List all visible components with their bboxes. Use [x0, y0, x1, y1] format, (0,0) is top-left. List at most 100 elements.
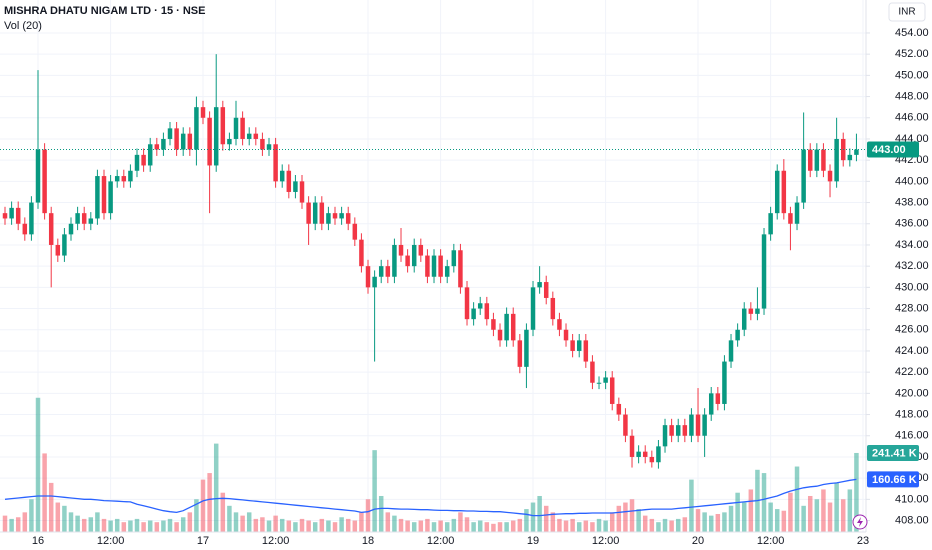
candle-body [557, 319, 562, 330]
candle-body [365, 266, 371, 288]
candle-body [524, 329, 529, 367]
volume-bar [788, 492, 793, 532]
candle-body [821, 149, 826, 171]
volume-bar [345, 518, 351, 532]
volume-ma-line [4, 478, 857, 517]
volume-bar [279, 518, 285, 532]
candle-body [504, 313, 509, 341]
volume-bar [451, 518, 457, 532]
volume-bar [563, 520, 569, 532]
y-tick-label: 434.00 [895, 239, 929, 251]
volume-bar [405, 520, 410, 532]
candle-body [378, 266, 384, 277]
volume-bar [662, 518, 668, 532]
y-tick-label: 430.00 [895, 281, 929, 293]
volume-bar [807, 495, 813, 532]
volume-bar [814, 499, 820, 532]
volume-bar [332, 522, 338, 532]
volume-bar [768, 502, 773, 532]
candle-body [755, 308, 760, 314]
y-tick-label: 440.00 [895, 175, 929, 187]
volume-bar [68, 512, 74, 532]
volume-bar [458, 512, 463, 532]
candle-body [788, 213, 793, 224]
candle-body [108, 181, 113, 214]
volume-bar [293, 522, 298, 532]
volume-bar [590, 522, 595, 532]
y-tick-label: 436.00 [895, 218, 929, 230]
volume-bar [392, 515, 397, 532]
volume-bar [438, 520, 443, 532]
volume-bar [543, 505, 549, 532]
candle-body [48, 213, 54, 245]
volume-bar [471, 522, 476, 532]
volume-bar [570, 518, 575, 532]
volume-bar [372, 450, 377, 532]
volume-bar [398, 518, 404, 532]
candle-body [332, 213, 338, 219]
candle-body [794, 202, 800, 224]
volume-bar [62, 505, 67, 532]
candle-body [29, 202, 34, 235]
volume-bar [484, 522, 490, 532]
volume-bar [530, 502, 536, 532]
candle-body [854, 149, 859, 155]
candle-body [682, 425, 688, 436]
candle-body [609, 377, 615, 404]
candle-body [722, 361, 727, 404]
candle-body [147, 144, 153, 166]
volume-bar [22, 512, 28, 532]
candle-body [114, 176, 120, 182]
currency-box[interactable] [888, 2, 926, 22]
volume-bar [121, 522, 127, 532]
volume-bar [642, 515, 648, 532]
candle-body [187, 133, 193, 150]
candle-body [425, 255, 430, 277]
volume-bar [603, 520, 608, 532]
candle-body [35, 149, 41, 203]
volume-bar [583, 520, 589, 532]
candle-body [75, 213, 80, 224]
candle-body [2, 213, 8, 219]
y-tick-label: 450.00 [895, 69, 929, 81]
candle-body [741, 308, 747, 330]
volume-bar [510, 520, 516, 532]
candle-body [517, 340, 523, 367]
volume-bar [636, 509, 641, 532]
candle-body [636, 451, 641, 457]
y-tick-label: 428.00 [895, 302, 929, 314]
volume-bar [35, 397, 41, 532]
candle-body [708, 393, 714, 415]
candle-body [312, 202, 318, 224]
x-tick-label: 12:00 [592, 535, 620, 547]
candle-body [583, 340, 589, 362]
candle-body [42, 149, 47, 214]
volume-bar [497, 522, 503, 532]
volume-bar [629, 499, 635, 532]
candle-body [233, 117, 239, 139]
candle-body [431, 255, 437, 277]
candle-body [339, 213, 344, 219]
volume-bar [411, 522, 417, 532]
candle-body [656, 446, 661, 463]
y-tick-label: 416.00 [895, 430, 929, 442]
candle-body [299, 181, 305, 203]
volume-bar [385, 512, 391, 532]
candle-body [9, 207, 14, 219]
y-tick-label: 424.00 [895, 345, 929, 357]
y-tick-label: 438.00 [895, 196, 929, 208]
candle-body [293, 181, 298, 192]
volume-bar [715, 513, 721, 532]
volume-bar [286, 520, 292, 532]
alert-bolt [857, 517, 863, 527]
candle-body [807, 149, 813, 171]
candle-body [458, 250, 463, 288]
volume-bar [207, 473, 212, 532]
x-tick-label: 12:00 [97, 535, 125, 547]
candle-body [220, 107, 226, 145]
volume-bar [504, 522, 509, 532]
candle-body [510, 313, 516, 341]
candle-body [418, 244, 424, 256]
volume-bar [161, 520, 166, 532]
volume-bar [801, 505, 806, 532]
